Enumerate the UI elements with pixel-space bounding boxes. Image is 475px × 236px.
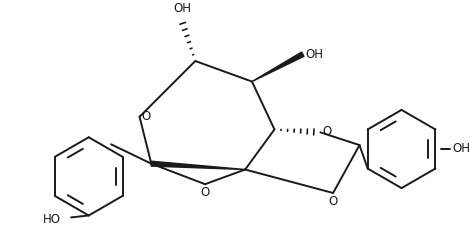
Text: HO: HO — [43, 213, 61, 226]
Text: O: O — [329, 195, 338, 208]
Text: OH: OH — [452, 143, 470, 156]
Text: OH: OH — [306, 48, 324, 61]
Text: O: O — [200, 186, 209, 199]
Polygon shape — [151, 161, 245, 169]
Text: OH: OH — [173, 2, 191, 15]
Polygon shape — [252, 52, 304, 82]
Text: O: O — [142, 110, 151, 123]
Text: O: O — [323, 125, 332, 138]
